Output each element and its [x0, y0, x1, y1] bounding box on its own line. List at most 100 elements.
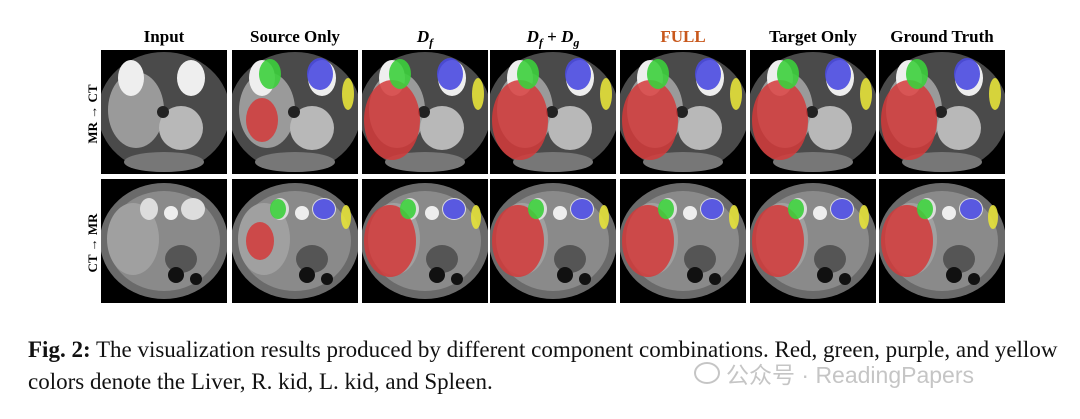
air-pocket-2 [579, 273, 591, 285]
tile-ct-mr-source-only [232, 179, 358, 303]
spleen-overlay [989, 78, 1001, 110]
spleen-overlay [988, 205, 998, 229]
spine-region [385, 152, 465, 172]
col-header-df: Df [362, 24, 488, 50]
spine-region [124, 152, 204, 172]
dark-spot [935, 106, 947, 118]
aorta [683, 206, 697, 220]
col-header-target-only: Target Only [769, 27, 857, 46]
spleen-overlay [859, 205, 869, 229]
scan-image [232, 183, 358, 299]
air-pocket-2 [451, 273, 463, 285]
col-header-dfdg-sub2: g [573, 35, 580, 50]
spine-region [513, 152, 593, 172]
r-kid-overlay [788, 199, 804, 219]
liver-overlay [492, 80, 548, 160]
l-kid-overlay [825, 58, 851, 90]
tile-ct-mr-df [362, 179, 488, 303]
col-header-dfdg-main2: D [561, 27, 574, 46]
r-kid-overlay [270, 199, 286, 219]
bright-organ-right [177, 60, 205, 96]
aorta [942, 206, 956, 220]
tile-mr-ct-target-only [750, 50, 876, 174]
l-kid-overlay [571, 199, 593, 219]
r-kid-overlay [389, 59, 411, 89]
liver-overlay [752, 205, 804, 277]
r-kid-overlay [658, 199, 674, 219]
tile-ct-mr-df-dg [490, 179, 616, 303]
tile-mr-ct-input [101, 50, 227, 174]
mid-organ [548, 106, 592, 150]
col-header-dfdg-plus: + [542, 27, 562, 46]
bright-organ-left [118, 60, 144, 96]
tile-mr-ct-source-only [232, 50, 358, 174]
r-kid-overlay [917, 199, 933, 219]
bowel-region [554, 245, 586, 273]
air-pocket-2 [190, 273, 202, 285]
tile-ct-mr-ground-truth [879, 179, 1005, 303]
air-pocket [557, 267, 573, 283]
spleen-overlay [729, 205, 739, 229]
caption-label: Fig. 2: [28, 337, 91, 362]
bowel-region [296, 245, 328, 273]
scan-image [490, 52, 616, 172]
liver-overlay [492, 205, 544, 277]
r-kid-overlay [777, 59, 799, 89]
spleen-overlay [472, 78, 484, 110]
liver-tissue [107, 203, 159, 275]
col-header-input: Input [143, 27, 185, 46]
col-header-dfdg-sub: f [538, 35, 543, 50]
spleen-overlay [341, 205, 351, 229]
r-kid-overlay [400, 199, 416, 219]
spleen-overlay [342, 78, 354, 110]
l-kid-overlay [443, 199, 465, 219]
dark-spot [418, 106, 430, 118]
col-header-df-sub: f [429, 35, 434, 50]
dark-spot [546, 106, 558, 118]
mid-organ [420, 106, 464, 150]
scan-image [750, 52, 876, 172]
mid-organ [937, 106, 981, 150]
air-pocket-2 [709, 273, 721, 285]
col-header-df-dg: Df + Dg [490, 24, 616, 50]
l-kid-overlay [695, 58, 721, 90]
aorta [553, 206, 567, 220]
spleen-overlay [600, 78, 612, 110]
mid-organ [678, 106, 722, 150]
scan-image [620, 183, 746, 299]
spine-region [902, 152, 982, 172]
air-pocket-2 [839, 273, 851, 285]
col-header-df-main: D [416, 27, 430, 46]
l-kid-overlay [954, 58, 980, 90]
tile-ct-mr-target-only [750, 179, 876, 303]
spleen-overlay [471, 205, 481, 229]
aorta [813, 206, 827, 220]
liver-overlay [364, 80, 420, 160]
liver-overlay [622, 80, 678, 160]
l-kid-overlay [437, 58, 463, 90]
tile-ct-mr-full [620, 179, 746, 303]
spine-region [255, 152, 335, 172]
l-kid-overlay [701, 199, 723, 219]
col-header-ground-truth: Ground Truth [890, 27, 994, 46]
air-pocket [687, 267, 703, 283]
liver-overlay [364, 205, 416, 277]
air-pocket [946, 267, 962, 283]
scan-image [750, 183, 876, 299]
mid-organ [159, 106, 203, 150]
l-kid-overlay [307, 58, 333, 90]
spleen-overlay [730, 78, 742, 110]
r-kid-overlay [647, 59, 669, 89]
mid-organ [290, 106, 334, 150]
scan-image [101, 183, 227, 299]
scan-image [879, 183, 1005, 299]
liver-overlay [246, 98, 278, 142]
tile-ct-mr-input [101, 179, 227, 303]
bowel-region [426, 245, 458, 273]
liver-overlay [881, 80, 937, 160]
liver-overlay [881, 205, 933, 277]
bowel-region [165, 245, 197, 273]
spleen-overlay [860, 78, 872, 110]
col-header-dfdg-main: D [526, 27, 539, 46]
scan-image [362, 183, 488, 299]
